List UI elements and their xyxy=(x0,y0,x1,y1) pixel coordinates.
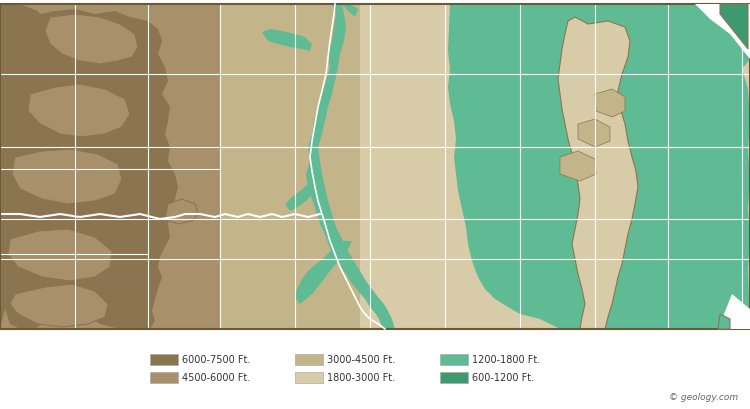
Bar xyxy=(440,372,468,383)
Text: © geology.com: © geology.com xyxy=(669,393,738,402)
Text: 1200-1800 Ft.: 1200-1800 Ft. xyxy=(472,355,540,364)
Bar xyxy=(295,354,323,365)
Polygon shape xyxy=(558,18,638,329)
Polygon shape xyxy=(306,5,395,329)
Polygon shape xyxy=(718,314,730,329)
Polygon shape xyxy=(0,5,750,329)
Polygon shape xyxy=(220,5,360,329)
Polygon shape xyxy=(295,241,352,304)
Polygon shape xyxy=(0,5,220,329)
Polygon shape xyxy=(0,5,178,329)
Polygon shape xyxy=(695,5,750,60)
Text: 1800-3000 Ft.: 1800-3000 Ft. xyxy=(327,373,395,382)
Bar xyxy=(295,372,323,383)
Polygon shape xyxy=(448,5,750,329)
Polygon shape xyxy=(10,284,108,327)
Text: 3000-4500 Ft.: 3000-4500 Ft. xyxy=(327,355,395,364)
Polygon shape xyxy=(12,150,122,204)
Polygon shape xyxy=(8,229,112,281)
Text: 600-1200 Ft.: 600-1200 Ft. xyxy=(472,373,534,382)
Bar xyxy=(440,354,468,365)
Polygon shape xyxy=(165,200,198,225)
Polygon shape xyxy=(285,184,312,211)
Bar xyxy=(150,354,178,365)
Text: 6000-7500 Ft.: 6000-7500 Ft. xyxy=(182,355,250,364)
Polygon shape xyxy=(262,30,312,52)
Polygon shape xyxy=(45,15,138,65)
Text: 4500-6000 Ft.: 4500-6000 Ft. xyxy=(182,373,250,382)
Polygon shape xyxy=(578,120,610,148)
Polygon shape xyxy=(720,5,748,50)
Polygon shape xyxy=(28,85,130,138)
Bar xyxy=(150,372,178,383)
Polygon shape xyxy=(718,294,750,329)
Polygon shape xyxy=(595,90,625,118)
Polygon shape xyxy=(560,152,596,182)
Polygon shape xyxy=(342,5,358,18)
